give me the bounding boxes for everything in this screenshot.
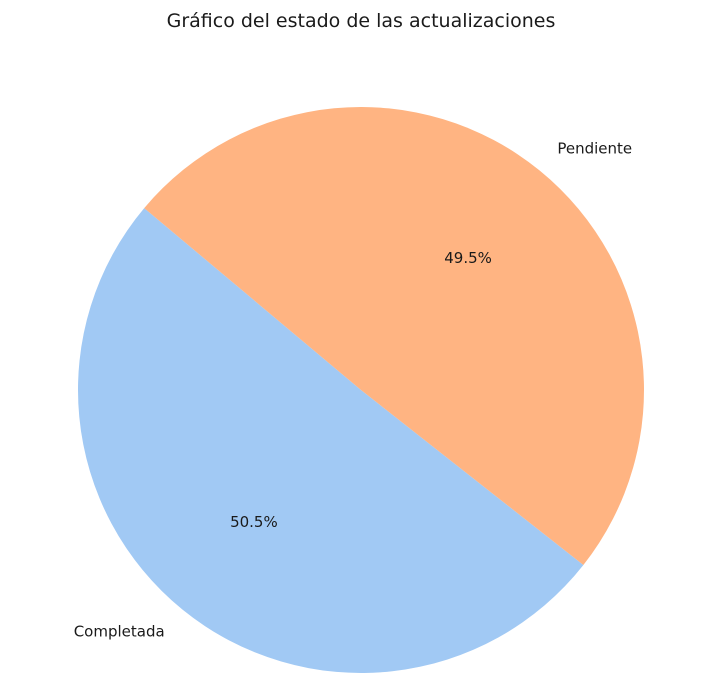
pie-labels: Completada 50.5% Pendiente 49.5%: [74, 139, 632, 640]
percent-label-completada: 50.5%: [230, 513, 278, 531]
pie-slice-completada: [77, 208, 584, 674]
slice-label-completada: Completada: [74, 623, 165, 641]
slice-label-pendiente: Pendiente: [557, 139, 632, 157]
chart-title: Gráfico del estado de las actualizacione…: [167, 10, 556, 32]
percent-label-pendiente: 49.5%: [444, 249, 492, 267]
pie-slices: [77, 107, 644, 674]
pie-slice-pendiente: [144, 107, 644, 566]
